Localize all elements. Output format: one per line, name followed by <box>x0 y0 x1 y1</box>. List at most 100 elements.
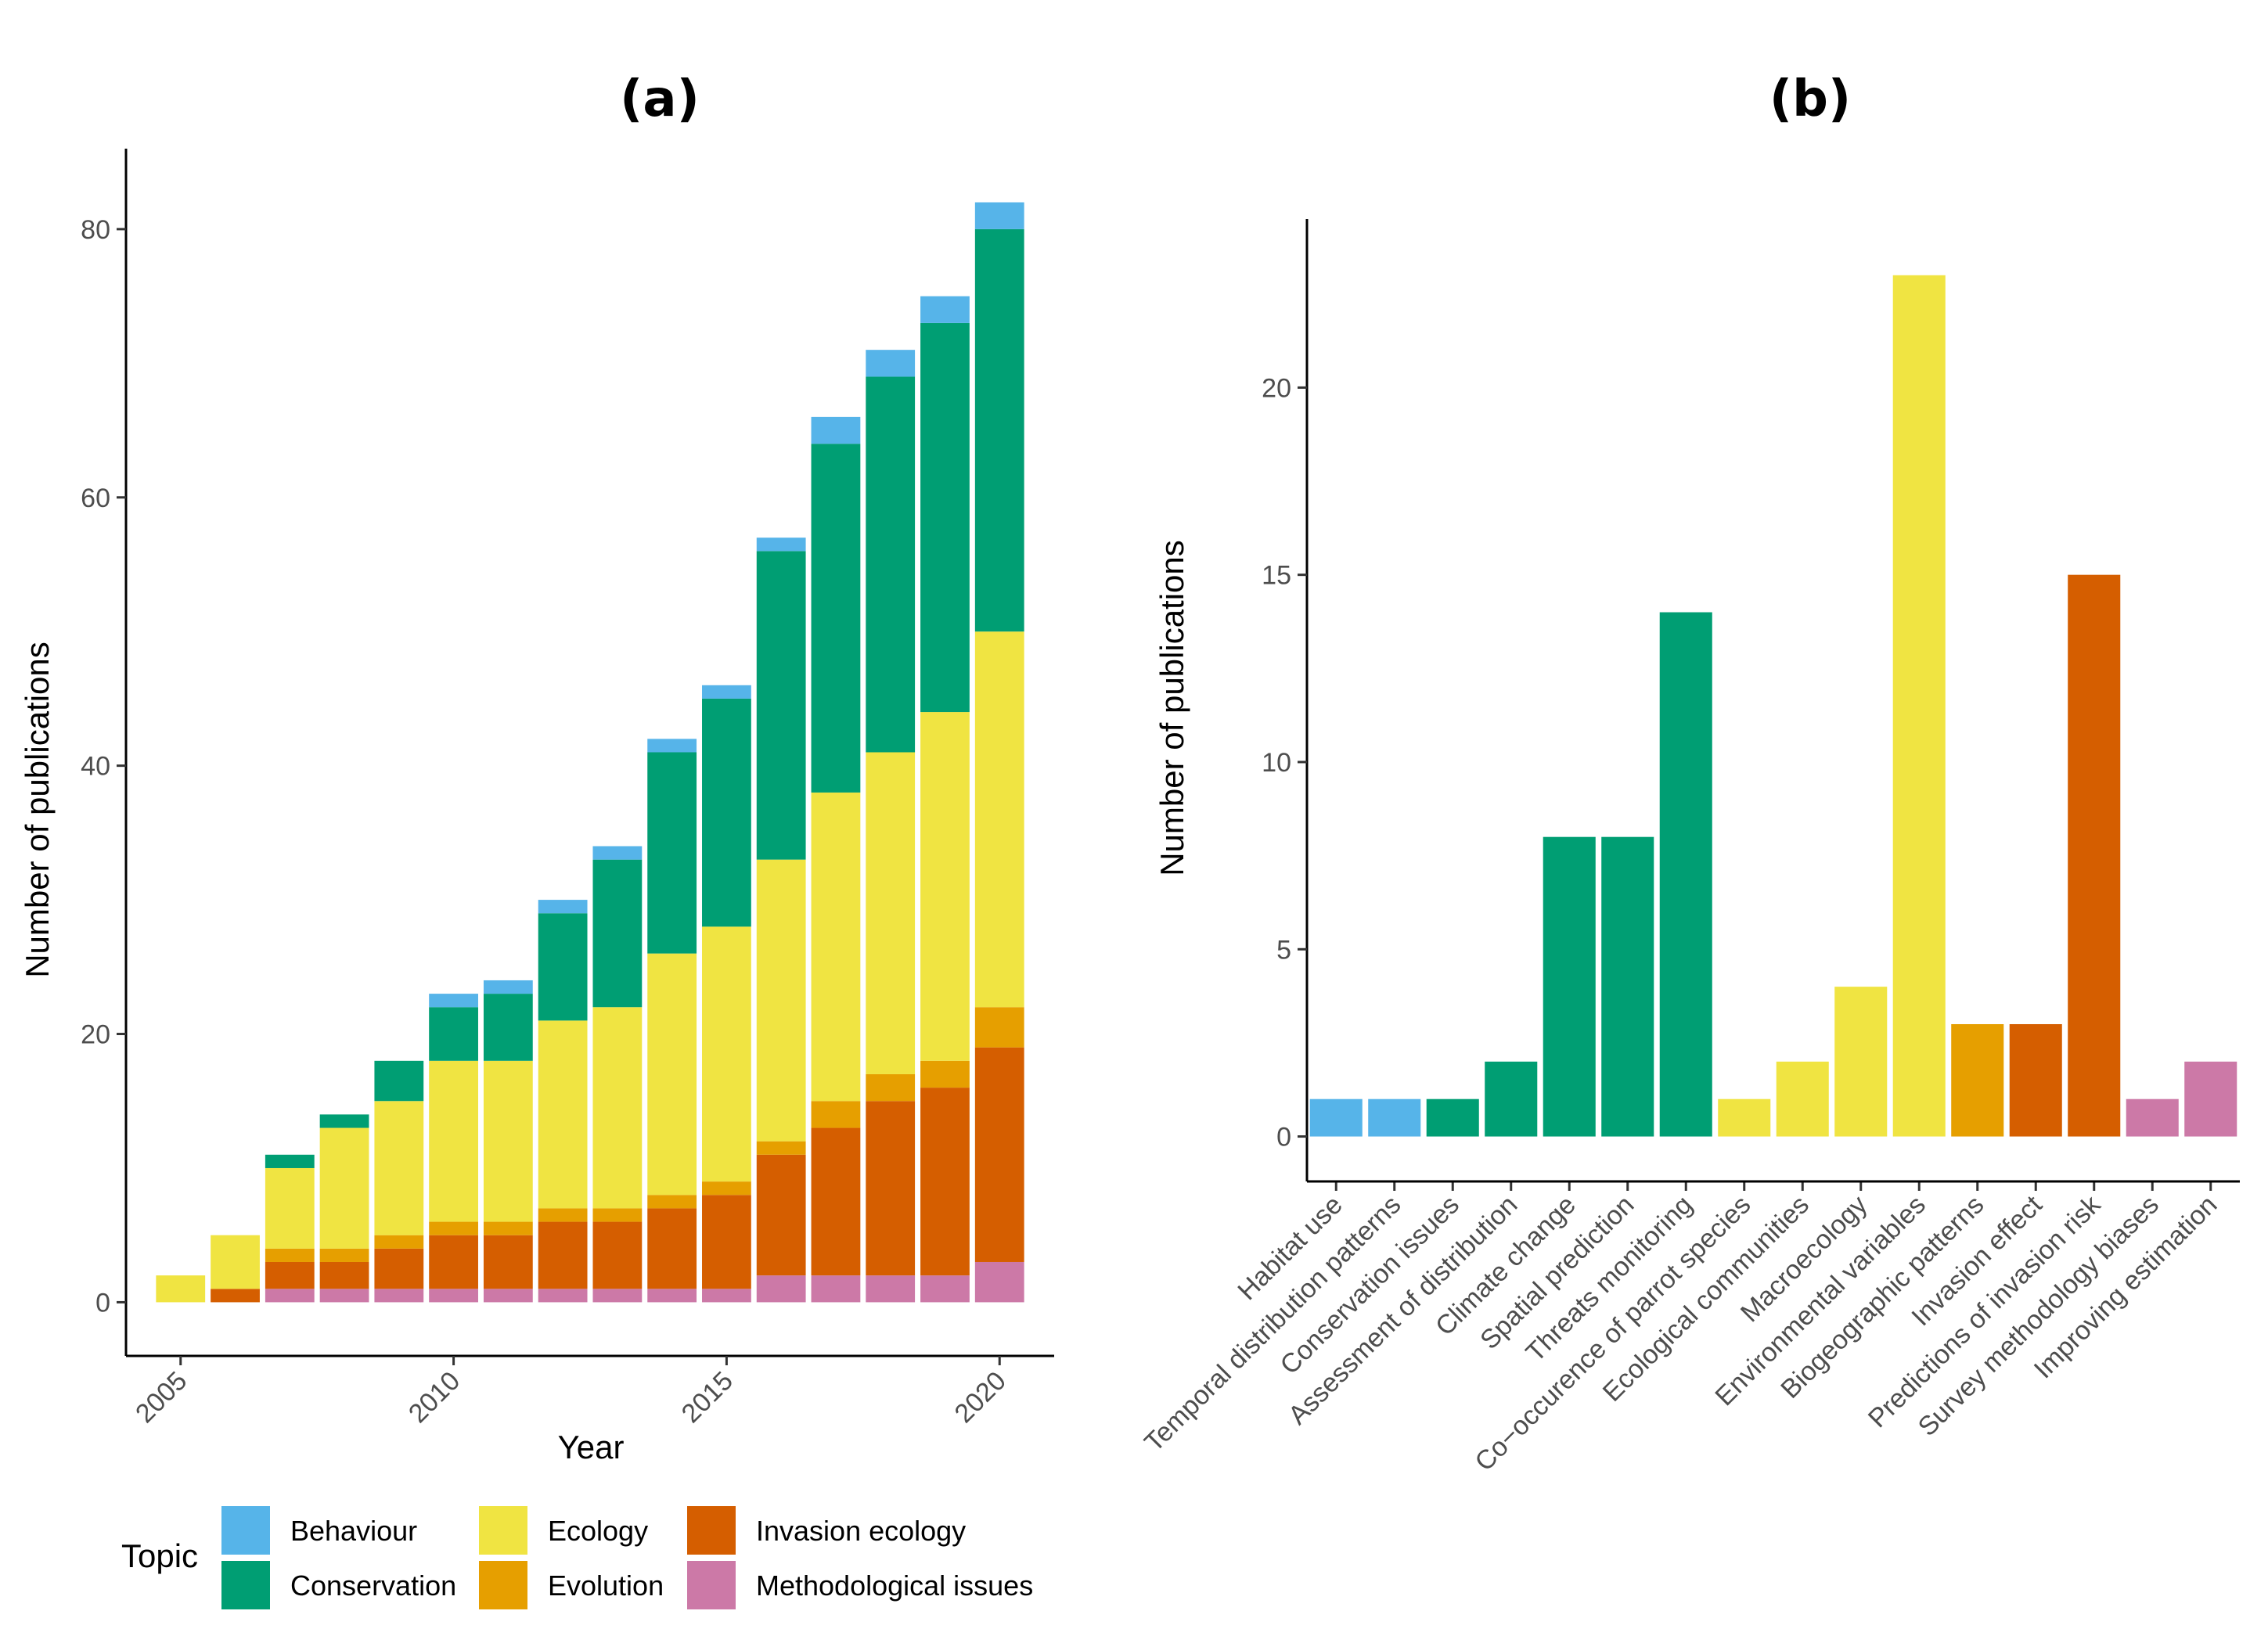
bar-conservation-issues <box>1426 1098 1479 1137</box>
panel-b-y-tick-label-0: 0 <box>1276 1123 1291 1152</box>
bar-2013-evolution <box>592 1208 643 1222</box>
bar-2011-methodological-issues <box>483 1289 533 1303</box>
topic-legend: Topic Behaviour Conservation Ecology Evolut… <box>121 1506 1033 1609</box>
bar-2009-conservation <box>374 1060 424 1102</box>
bar-biogeographic-patterns <box>1951 1023 2004 1137</box>
bar-2010-conservation <box>429 1007 478 1061</box>
legend-title: Topic <box>121 1537 198 1574</box>
panel-a-y-tick-label-60: 60 <box>81 484 110 513</box>
panel-b-y-tick-label-15: 15 <box>1262 561 1291 591</box>
panel-a-x-axis-title: Year <box>558 1429 625 1465</box>
panel-b-title: (b) <box>1769 70 1851 128</box>
bar-2012-ecology <box>538 1020 588 1209</box>
bar-threats-monitoring <box>1659 612 1712 1137</box>
bar-2015-methodological-issues <box>702 1289 751 1303</box>
bar-2016-ecology <box>756 859 806 1142</box>
bar-2019-conservation <box>920 322 970 713</box>
bar-2020-evolution <box>974 1007 1024 1048</box>
bar-2018-invasion-ecology <box>866 1101 916 1276</box>
legend-label-evolution: Evolution <box>548 1569 664 1602</box>
bar-2012-conservation <box>538 913 588 1021</box>
legend-swatch-invasion-ecology <box>687 1506 736 1555</box>
bar-2012-evolution <box>538 1208 588 1222</box>
legend-swatch-evolution <box>479 1561 527 1609</box>
bar-2013-behaviour <box>592 846 643 860</box>
bar-2010-ecology <box>429 1060 478 1222</box>
bar-2017-conservation <box>811 444 861 793</box>
bar-2017-ecology <box>811 792 861 1102</box>
bar-2007-ecology <box>265 1167 315 1249</box>
bar-2017-methodological-issues <box>811 1275 861 1303</box>
bar-2010-evolution <box>429 1221 478 1235</box>
panel-b-y-tick-label-10: 10 <box>1262 748 1291 778</box>
bar-2014-ecology <box>647 953 697 1196</box>
legend-label-invasion-ecology: Invasion ecology <box>756 1515 966 1547</box>
bar-2020-behaviour <box>974 202 1024 229</box>
bar-2009-methodological-issues <box>374 1289 424 1303</box>
legend-items: Behaviour Conservation Ecology Evolution Inv… <box>221 1506 1033 1609</box>
bar-2010-invasion-ecology <box>429 1235 478 1289</box>
bar-2007-evolution <box>265 1248 315 1262</box>
bar-2017-invasion-ecology <box>811 1127 861 1276</box>
bar-2013-conservation <box>592 859 643 1008</box>
bar-2014-evolution <box>647 1195 697 1209</box>
bar-2009-ecology <box>374 1101 424 1235</box>
panel-b-x-tick-label-temporal-distribution-patterns: Temporal distribution patterns <box>1139 1190 1406 1458</box>
panel-b-y-axis-title: Number of publications <box>1154 540 1190 876</box>
bar-2020-ecology <box>974 631 1024 1008</box>
panel-a-bars <box>156 202 1024 1303</box>
bar-2005-ecology <box>156 1275 206 1303</box>
bar-2019-invasion-ecology <box>920 1088 970 1276</box>
bar-2008-methodological-issues <box>319 1289 369 1303</box>
bar-2014-invasion-ecology <box>647 1208 697 1289</box>
panel-a-x-tick-label-2015: 2015 <box>676 1366 739 1429</box>
bar-environmental-variables <box>1892 275 1946 1137</box>
bar-2019-evolution <box>920 1060 970 1088</box>
bar-2016-evolution <box>756 1141 806 1155</box>
bar-assessment-of-distribution <box>1485 1061 1538 1137</box>
legend-swatch-behaviour <box>221 1506 270 1555</box>
bar-2015-ecology <box>702 926 751 1182</box>
bar-2006-invasion-ecology <box>211 1289 260 1303</box>
bar-2009-invasion-ecology <box>374 1248 424 1289</box>
bar-2010-methodological-issues <box>429 1289 478 1303</box>
bar-habitat-use <box>1309 1098 1363 1137</box>
bar-2008-conservation <box>319 1114 369 1128</box>
bar-2007-invasion-ecology <box>265 1261 315 1289</box>
legend-swatch-methodological-issues <box>687 1561 736 1609</box>
bar-2012-invasion-ecology <box>538 1221 588 1289</box>
bar-2016-methodological-issues <box>756 1275 806 1303</box>
bar-2014-conservation <box>647 752 697 954</box>
bar-2018-conservation <box>866 376 916 753</box>
bar-2016-behaviour <box>756 538 806 552</box>
bar-macroecology <box>1834 987 1888 1137</box>
bar-2016-invasion-ecology <box>756 1154 806 1276</box>
bar-2011-behaviour <box>483 980 533 994</box>
bar-2018-behaviour <box>866 350 916 377</box>
panel-b-y-tick-label-20: 20 <box>1262 373 1291 403</box>
bar-2011-evolution <box>483 1221 533 1235</box>
bar-2020-conservation <box>974 228 1024 632</box>
panel-a-y-tick-label-40: 40 <box>81 752 110 782</box>
bar-2019-methodological-issues <box>920 1275 970 1303</box>
bar-2018-evolution <box>866 1073 916 1102</box>
bar-2010-behaviour <box>429 994 478 1008</box>
bar-2018-methodological-issues <box>866 1275 916 1303</box>
legend-swatch-ecology <box>479 1506 527 1555</box>
panel-b-bars <box>1309 275 2237 1137</box>
bar-2008-ecology <box>319 1127 369 1249</box>
panel-a-y-tick-label-20: 20 <box>81 1020 110 1050</box>
bar-ecological-communities <box>1776 1061 1829 1137</box>
panel-a-y-tick-label-80: 80 <box>81 215 110 245</box>
legend-label-conservation: Conservation <box>290 1569 456 1602</box>
bar-2013-invasion-ecology <box>592 1221 643 1289</box>
bar-2007-methodological-issues <box>265 1289 315 1303</box>
bar-2012-behaviour <box>538 900 588 914</box>
bar-2015-evolution <box>702 1181 751 1196</box>
legend-label-ecology: Ecology <box>548 1515 648 1547</box>
bar-temporal-distribution-patterns <box>1368 1098 1421 1137</box>
bar-predictions-of-invasion-risk <box>2068 574 2121 1137</box>
bar-2008-evolution <box>319 1248 369 1262</box>
bar-survey-methodology-biases <box>2126 1098 2179 1137</box>
